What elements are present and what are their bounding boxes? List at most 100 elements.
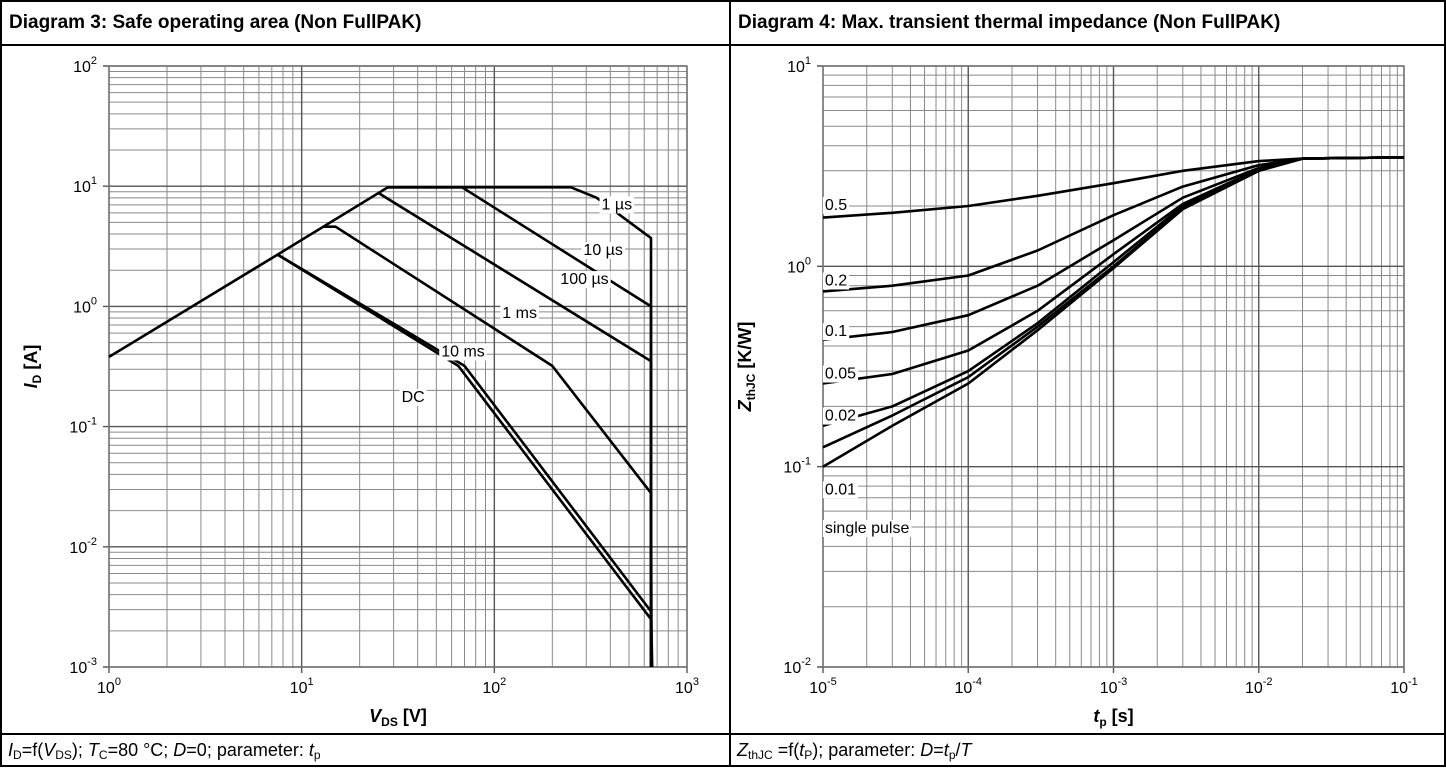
tick-exponent: -3 xyxy=(87,656,97,668)
caption-part: Z xyxy=(737,740,748,760)
series-line xyxy=(822,156,1405,219)
soa-panel: Diagram 3: Safe operating area (Non Full… xyxy=(2,2,731,765)
series-label-background xyxy=(399,388,427,406)
series-label: 0.5 xyxy=(825,197,847,214)
tick-exponent: 0 xyxy=(115,676,121,688)
series-label: DC xyxy=(402,389,425,406)
tick-base: 10 xyxy=(675,680,693,697)
caption-part: ); parameter: xyxy=(812,740,921,760)
tick-base: 10 xyxy=(73,299,91,316)
tick-base: 10 xyxy=(787,59,805,76)
tick-exponent: -2 xyxy=(1263,676,1273,688)
tick-exponent: 2 xyxy=(500,676,506,688)
series-label-background xyxy=(822,407,859,425)
tick-base: 10 xyxy=(97,680,115,697)
y-tick-label: 101 xyxy=(73,175,97,196)
x-tick-label: 10-4 xyxy=(954,676,982,697)
tick-exponent: 1 xyxy=(805,55,811,67)
y-tick-label: 10-1 xyxy=(783,456,811,477)
caption-part: P xyxy=(804,748,813,762)
y-tick-label: 10-1 xyxy=(69,416,97,437)
series-label-background xyxy=(822,481,859,499)
x-tick-label: 102 xyxy=(482,676,506,697)
plot-frame xyxy=(108,65,688,668)
tick-base: 10 xyxy=(73,59,91,76)
caption-part: T xyxy=(87,740,99,760)
caption-part: ); xyxy=(71,740,88,760)
tick-base: 10 xyxy=(1245,680,1263,697)
series-label-background xyxy=(822,365,859,383)
series-label: 0.02 xyxy=(825,408,856,425)
tick-base: 10 xyxy=(954,680,972,697)
caption-part: D xyxy=(173,740,187,760)
tick-base: 10 xyxy=(482,680,500,697)
caption-part: =0; parameter: xyxy=(186,740,309,760)
tick-base: 10 xyxy=(783,660,801,677)
tick-base: 10 xyxy=(290,680,308,697)
caption-part: =f( xyxy=(772,740,800,760)
y-tick-label: 100 xyxy=(73,295,97,316)
caption-part: p xyxy=(313,748,321,762)
caption-part: I xyxy=(8,740,14,760)
tick-exponent: 3 xyxy=(693,676,699,688)
caption-part: p xyxy=(948,748,956,762)
x-axis-label: tp [s] xyxy=(1093,706,1133,729)
series-label-background xyxy=(822,519,912,537)
tick-exponent: 1 xyxy=(308,676,314,688)
tick-base: 10 xyxy=(783,460,801,477)
series-label-background xyxy=(822,196,850,214)
grid xyxy=(103,65,688,673)
caption-part: t xyxy=(308,740,314,760)
caption-part: V xyxy=(43,740,56,760)
series-label-background xyxy=(581,242,625,260)
tick-base: 10 xyxy=(809,680,827,697)
x-tick-label: 103 xyxy=(675,676,699,697)
x-tick-label: 10-1 xyxy=(1390,676,1418,697)
tick-base: 10 xyxy=(1100,680,1118,697)
y-axis-label: ID [A] xyxy=(21,345,44,389)
tick-base: 10 xyxy=(1390,680,1408,697)
caption-part: / xyxy=(955,740,961,760)
series-label: 0.1 xyxy=(825,323,847,340)
x-tick-label: 101 xyxy=(290,676,314,697)
tick-exponent: -2 xyxy=(801,656,811,668)
y-tick-label: 10-2 xyxy=(69,536,97,557)
series-label-background xyxy=(599,196,635,214)
tick-exponent: -1 xyxy=(87,416,97,428)
tick-exponent: 1 xyxy=(91,175,97,187)
y-tick-label: 102 xyxy=(73,55,97,76)
tick-exponent: 2 xyxy=(91,55,97,67)
series-label-background xyxy=(822,323,850,341)
series-label: 10 µs xyxy=(583,242,622,259)
tick-base: 10 xyxy=(69,540,87,557)
tick-base: 10 xyxy=(69,420,87,437)
series-label: 100 µs xyxy=(560,271,608,288)
caption-part: DS xyxy=(55,748,72,762)
series-line xyxy=(276,253,653,668)
series-line xyxy=(323,225,653,668)
series-label: 10 ms xyxy=(441,343,485,360)
caption-part: thJC xyxy=(748,748,773,762)
soa-title: Diagram 3: Safe operating area (Non Full… xyxy=(2,2,729,46)
y-axis-label: ZthJC [K/W] xyxy=(735,322,758,413)
y-tick-label: 101 xyxy=(787,55,811,76)
tick-base: 10 xyxy=(69,660,87,677)
series-label-background xyxy=(558,271,611,289)
series-label-background xyxy=(500,304,539,322)
y-tick-label: 10-3 xyxy=(69,656,97,677)
tick-exponent: -4 xyxy=(972,676,982,688)
grid xyxy=(817,65,1405,673)
x-tick-label: 10-5 xyxy=(809,676,837,697)
series-label-background xyxy=(822,272,850,290)
series-label: single pulse xyxy=(825,520,910,537)
series-label: 1 µs xyxy=(602,196,633,213)
series-label: 0.01 xyxy=(825,481,856,498)
caption-part: =80 °C; xyxy=(107,740,174,760)
x-tick-label: 100 xyxy=(97,676,121,697)
tick-exponent: -3 xyxy=(1118,676,1128,688)
tick-exponent: 0 xyxy=(805,255,811,267)
tick-exponent: -1 xyxy=(801,456,811,468)
